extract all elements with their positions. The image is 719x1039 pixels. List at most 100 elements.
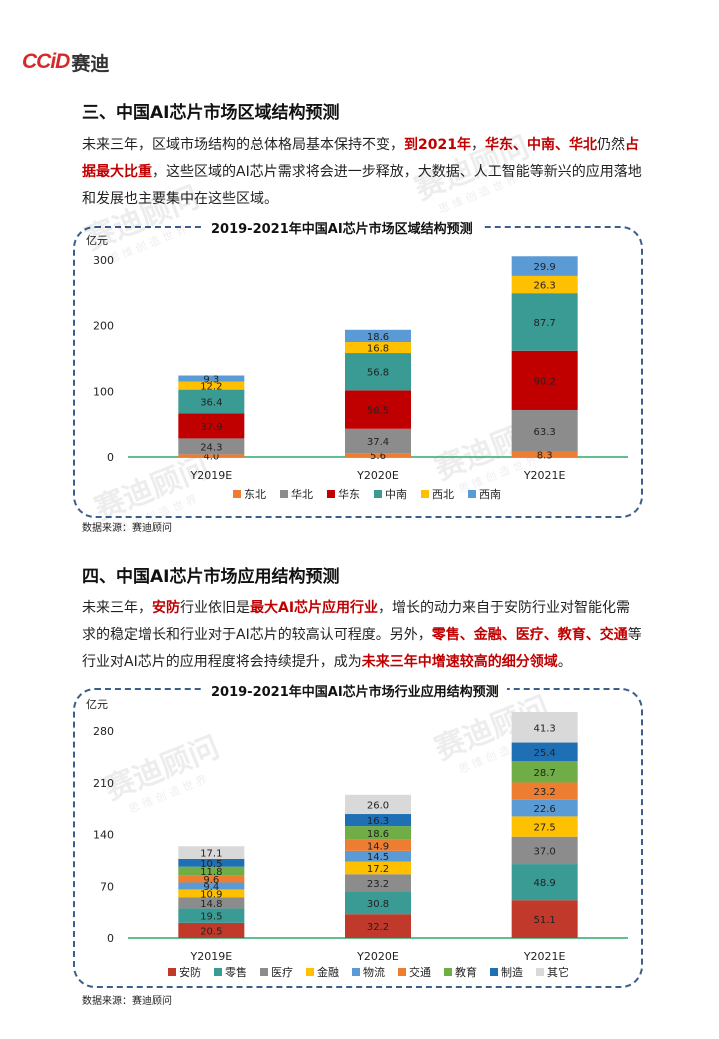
bar-segment — [511, 256, 578, 276]
data-label: 4.0 — [203, 452, 219, 463]
section4-text-0: 未来三年， — [82, 600, 152, 616]
section3-text-4: 仍然 — [596, 137, 625, 153]
legend-swatch — [444, 968, 452, 976]
data-label: 48.9 — [534, 878, 556, 889]
y-tick-label: 210 — [93, 777, 114, 790]
legend-swatch — [352, 968, 360, 976]
data-label: 26.0 — [367, 800, 389, 811]
data-label: 16.8 — [367, 344, 389, 355]
legend-label: 东北 — [244, 488, 266, 501]
data-label: 16.3 — [367, 816, 389, 827]
bar-segment — [511, 712, 578, 743]
legend-swatch — [468, 490, 476, 498]
data-label: 36.4 — [200, 398, 222, 409]
y-tick-label: 0 — [107, 451, 114, 464]
data-label: 10.9 — [200, 889, 222, 900]
bar-segment — [511, 761, 578, 783]
data-label: 14.5 — [367, 852, 389, 863]
section3-text-2: ， — [470, 137, 485, 153]
bar-segment — [345, 826, 411, 840]
legend-swatch — [421, 490, 429, 498]
legend-swatch — [490, 968, 498, 976]
bar-segment — [178, 375, 245, 382]
data-label: 51.1 — [534, 915, 556, 926]
legend-label: 中南 — [385, 488, 407, 501]
bar-segment — [178, 413, 245, 439]
bar-segment — [345, 914, 411, 938]
x-tick-label: Y2021E — [523, 469, 566, 482]
legend-swatch — [536, 968, 544, 976]
data-label: 32.2 — [367, 922, 389, 933]
legend-swatch — [214, 968, 222, 976]
section4-emphasis-5: 零售、金融、医疗、教育、交通 — [431, 627, 628, 643]
legend-swatch — [327, 490, 335, 498]
section4-text-6: 等行业对AI芯片的应用程度将会持续提升，成为 — [82, 627, 642, 670]
bar-segment — [511, 816, 578, 837]
y-axis-unit: 亿元 — [86, 234, 108, 247]
data-label: 37.0 — [534, 846, 556, 857]
x-tick-label: Y2020E — [356, 950, 399, 963]
y-axis-unit: 亿元 — [86, 698, 108, 711]
legend-label: 华东 — [338, 487, 360, 501]
data-label: 25.4 — [534, 748, 556, 759]
bar-segment — [345, 329, 411, 343]
data-label: 5.6 — [370, 451, 386, 462]
bar-segment — [178, 882, 245, 890]
bar-segment — [345, 891, 411, 915]
data-label: 37.4 — [367, 437, 389, 448]
data-label: 20.5 — [200, 926, 222, 937]
data-label: 41.3 — [534, 723, 556, 734]
bar-segment — [178, 454, 245, 457]
data-label: 26.3 — [534, 281, 556, 292]
legend-label: 金融 — [317, 965, 339, 979]
legend-label: 零售 — [225, 965, 247, 979]
y-tick-label: 100 — [93, 385, 114, 398]
section3-emphasis-5: 占据最大比重 — [82, 137, 639, 180]
data-label: 14.8 — [200, 899, 222, 910]
data-label: 23.2 — [367, 879, 389, 890]
data-label: 22.6 — [534, 804, 556, 815]
bar-segment — [178, 381, 245, 390]
bar-segment — [511, 293, 578, 351]
bar-segment — [345, 428, 411, 454]
section3-text-0: 未来三年，区域市场结构的总体格局基本保持不变， — [82, 137, 404, 153]
legend-swatch — [398, 968, 406, 976]
bar-segment — [178, 438, 245, 455]
bar-segment — [345, 839, 411, 851]
legend-swatch — [306, 968, 314, 976]
bar-segment — [345, 342, 411, 354]
legend-label: 交通 — [409, 965, 431, 979]
section4-emphasis-7: 未来三年中增速较高的细分领域 — [361, 654, 558, 670]
bar-segment — [345, 861, 411, 875]
legend-label: 其它 — [547, 965, 569, 979]
x-tick-label: Y2019E — [189, 950, 232, 963]
x-tick-label: Y2019E — [189, 469, 232, 482]
x-tick-label: Y2020E — [356, 469, 399, 482]
data-label: 9.3 — [203, 375, 219, 386]
legend-label: 物流 — [363, 965, 385, 979]
legend-label: 华北 — [291, 487, 313, 501]
data-label: 11.8 — [200, 867, 222, 878]
brand-logo: CCiD 赛迪 — [22, 48, 109, 76]
data-label: 56.8 — [367, 368, 389, 379]
bar-segment — [345, 453, 411, 457]
legend-swatch — [168, 968, 176, 976]
data-label: 10.5 — [200, 859, 222, 870]
bar-segment — [178, 858, 245, 867]
section4-text-2: 行业依旧是 — [180, 600, 250, 616]
section4-emphasis-1: 安防 — [152, 600, 180, 616]
x-tick-label: Y2021E — [523, 950, 566, 963]
data-label: 19.5 — [200, 912, 222, 923]
data-label: 17.2 — [367, 864, 389, 875]
bar-segment — [511, 900, 578, 938]
bar-segment — [511, 742, 578, 762]
y-tick-label: 140 — [93, 829, 114, 842]
section4-text-8: 。 — [557, 654, 572, 670]
section3-emphasis-1: 到2021年 — [404, 137, 471, 153]
y-tick-label: 200 — [93, 320, 114, 333]
legend-label: 西南 — [479, 488, 501, 501]
data-label: 30.8 — [367, 899, 389, 910]
bar-segment — [511, 864, 578, 901]
